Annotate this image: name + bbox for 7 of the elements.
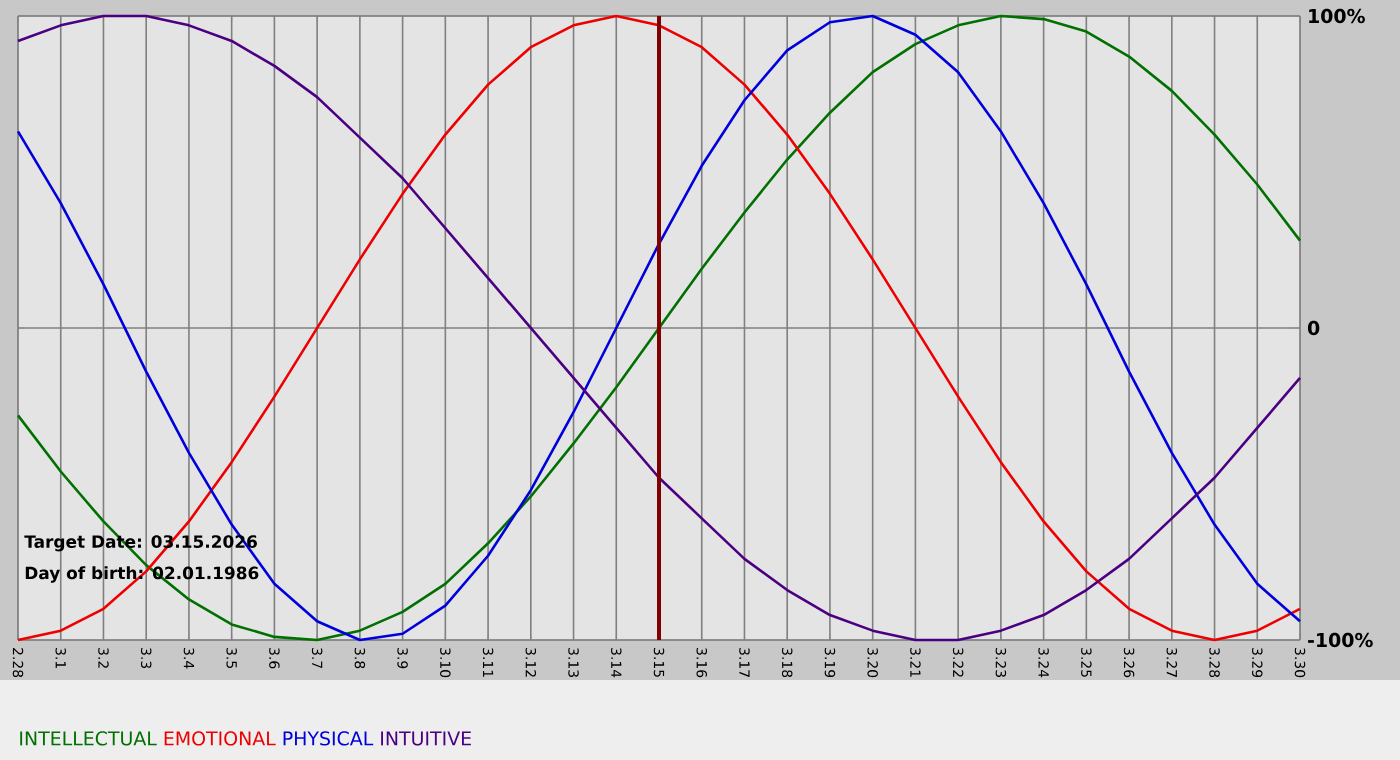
- y-tick-label: -100%: [1308, 632, 1373, 648]
- text: INTUITIVE: [381, 731, 471, 746]
- text: EMOTIONAL: [164, 731, 276, 746]
- y-tick-label: 0: [1307, 320, 1320, 336]
- text: PHYSICAL: [283, 731, 374, 746]
- y-tick-label: 100%: [1309, 8, 1365, 24]
- text: INTELLECTUAL: [20, 731, 157, 746]
